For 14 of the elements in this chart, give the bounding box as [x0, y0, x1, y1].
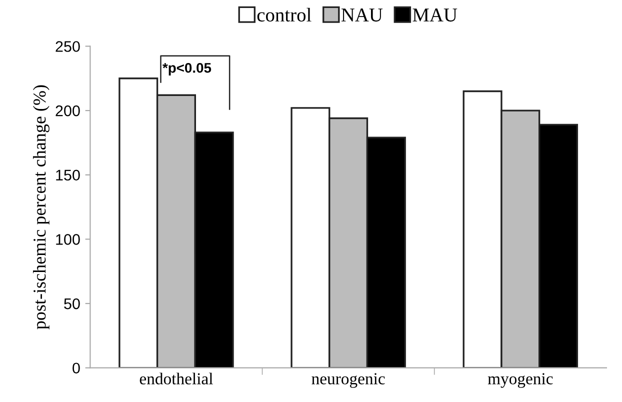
- x-tick-label: endothelial: [140, 372, 213, 384]
- y-tick-label: 250: [56, 41, 80, 52]
- x-tick-label: myogenic: [488, 373, 553, 388]
- y-tick-label: 50: [64, 298, 80, 310]
- x-tick-label: neurogenic: [312, 373, 385, 388]
- y-tick-label: 200: [56, 105, 80, 116]
- legend-label: control: [257, 8, 312, 22]
- legend-label: MAU: [412, 8, 458, 22]
- y-tick-label: 150: [56, 170, 80, 181]
- y-tick-label: 100: [56, 234, 80, 245]
- annotation: *p<0.05: [162, 62, 212, 76]
- legend-label: NAU: [341, 8, 383, 22]
- y-tick-label: 0: [72, 362, 80, 374]
- y-axis-title: post-ischemic percent change (%): [33, 85, 50, 330]
